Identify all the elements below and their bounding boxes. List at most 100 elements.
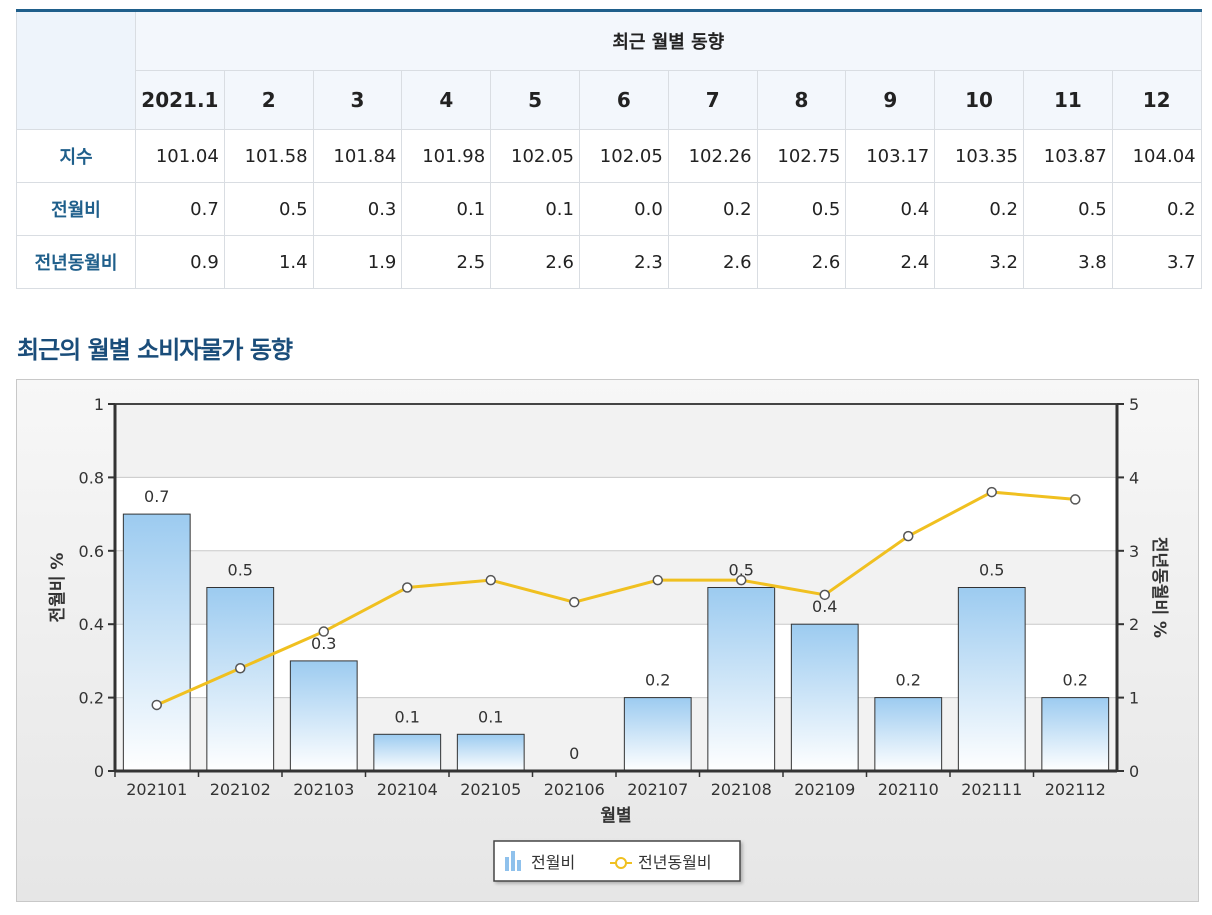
table-cell: 2.3 [578, 235, 669, 289]
x-tick-label: 202105 [460, 780, 521, 799]
table-cell: 0.2 [667, 182, 758, 236]
table-cell: 0.5 [223, 182, 314, 236]
bar [373, 733, 442, 772]
line-point [986, 486, 997, 498]
table-cell: 0.1 [401, 182, 492, 236]
month-header: 2021.1 [135, 70, 225, 130]
x-tick-label: 202103 [293, 780, 354, 799]
table-cell: 104.04 [1111, 129, 1202, 183]
x-tick-label: 202102 [210, 780, 271, 799]
table-cell: 1.9 [312, 235, 403, 289]
table-cell: 0.4 [845, 182, 936, 236]
table-cell: 101.58 [223, 129, 314, 183]
bar-value-label: 0.5 [228, 561, 253, 580]
section-title: 최근의 월별 소비자물가 동향 [17, 336, 293, 364]
bars: 0.7 0.5 0.3 0.1 0.1 0 0.2 0.5 0.4 0.2 0.5 0.2 [122, 487, 1110, 772]
bar [957, 587, 1026, 772]
bar-value-label: 0.5 [729, 561, 754, 580]
line-legend-marker [615, 857, 627, 869]
table-cell: 102.05 [490, 129, 580, 183]
left-tick-label: 0.8 [79, 468, 104, 487]
table-title: 최근 월별 동향 [135, 10, 1202, 71]
table-cell: 2.6 [667, 235, 758, 289]
x-tick-label: 202109 [794, 780, 855, 799]
month-header: 12 [1111, 70, 1202, 130]
x-tick-label: 202101 [126, 780, 187, 799]
left-tick-label: 0 [94, 762, 104, 781]
bar [874, 697, 943, 772]
table-cell: 0.9 [135, 235, 225, 289]
monthly-trend-table: 최근 월별 동향 2021.1 2 3 4 5 6 7 8 9 10 11 12 지수 101.04 10… [16, 9, 1202, 289]
table-cell: 3.8 [1022, 235, 1113, 289]
bar [707, 587, 776, 772]
table-cell: 3.2 [934, 235, 1024, 289]
x-tick-label: 202112 [1045, 780, 1106, 799]
line-point [903, 530, 914, 542]
month-header: 4 [401, 70, 492, 130]
month-header: 5 [490, 70, 580, 130]
table-cell: 101.98 [401, 129, 492, 183]
month-header: 7 [667, 70, 758, 130]
line-point [652, 574, 663, 586]
table-cell: 0.2 [1111, 182, 1202, 236]
plot-area [115, 404, 1117, 771]
x-tick-label: 202111 [961, 780, 1022, 799]
table-cell: 103.17 [845, 129, 936, 183]
table-cell: 0.3 [312, 182, 403, 236]
table-cell: 103.35 [934, 129, 1024, 183]
month-header: 10 [934, 70, 1024, 130]
legend: 전월비 전년동월비 [493, 840, 741, 882]
right-tick-label: 3 [1129, 542, 1139, 561]
line-point [819, 589, 830, 601]
plot-band [115, 550, 1117, 625]
month-header: 8 [756, 70, 847, 130]
month-header: 11 [1022, 70, 1113, 130]
plot-band [115, 624, 1117, 698]
month-header: 6 [578, 70, 669, 130]
right-axis-title: 전년동월비 % [1149, 537, 1169, 638]
table-cell: 1.4 [223, 235, 314, 289]
month-header: 9 [845, 70, 936, 130]
row-label: 전년동월비 [16, 235, 136, 289]
right-tick-label: 2 [1129, 615, 1139, 634]
plot-band [115, 697, 1117, 771]
line-point [235, 662, 246, 674]
bar [623, 697, 692, 772]
cpi-chart: 0.70.50.30.1 0.100.20.50.40.20.50.2 00.20… [48, 395, 1169, 882]
row-label: 지수 [16, 129, 136, 183]
left-tick-label: 1 [94, 395, 104, 414]
row-label: 전월비 [16, 182, 136, 236]
table-cell: 0.7 [135, 182, 225, 236]
line-point [318, 626, 329, 637]
table-row: 전월비 0.7 0.5 0.3 0.1 0.1 0.0 0.2 0.5 0.4 0.2 0.5 0.2 [16, 182, 1202, 236]
table-cell: 2.6 [756, 235, 847, 289]
bar [122, 513, 191, 772]
legend-label-line: 전년동월비 [638, 853, 712, 872]
yoy-line [156, 490, 1076, 707]
x-axis-title: 월별 [600, 806, 631, 826]
bar-value-label: 0.2 [896, 671, 921, 690]
table-cell: 3.7 [1111, 235, 1202, 289]
right-tick-label: 4 [1129, 468, 1139, 487]
line-point [485, 574, 496, 586]
month-header-row: 2021.1 2 3 4 5 6 7 8 9 10 11 12 [17, 70, 1202, 130]
left-axis-title: 전월비 % [48, 553, 68, 623]
table-cell: 102.75 [756, 129, 847, 183]
line-point [151, 699, 162, 711]
table-cell: 2.6 [490, 235, 580, 289]
bar-value-label: 0.7 [144, 487, 169, 506]
bar-value-label: 0 [569, 744, 579, 763]
table-cell: 103.87 [1022, 129, 1113, 183]
chart-container: 0.7 0.5 0.3 0.1 0.1 0 0.2 0.5 0.4 0.2 0.5 0.2 0 0.2 0… [16, 379, 1199, 902]
right-tick-label: 5 [1129, 395, 1139, 414]
bar-legend-icon-bar [511, 851, 515, 871]
month-header: 2 [223, 70, 314, 130]
plot-band [115, 404, 1117, 478]
line-point [1070, 494, 1081, 505]
table-cell: 102.26 [667, 129, 758, 183]
bar-value-label: 0.1 [478, 707, 503, 726]
bar [790, 623, 859, 772]
gridlines [115, 476, 1117, 699]
table-cell: 101.84 [312, 129, 403, 183]
table-row: 전년동월비 0.9 1.4 1.9 2.5 2.6 2.3 2.6 2.6 2.4 3.2 3.8 3.… [16, 235, 1202, 289]
